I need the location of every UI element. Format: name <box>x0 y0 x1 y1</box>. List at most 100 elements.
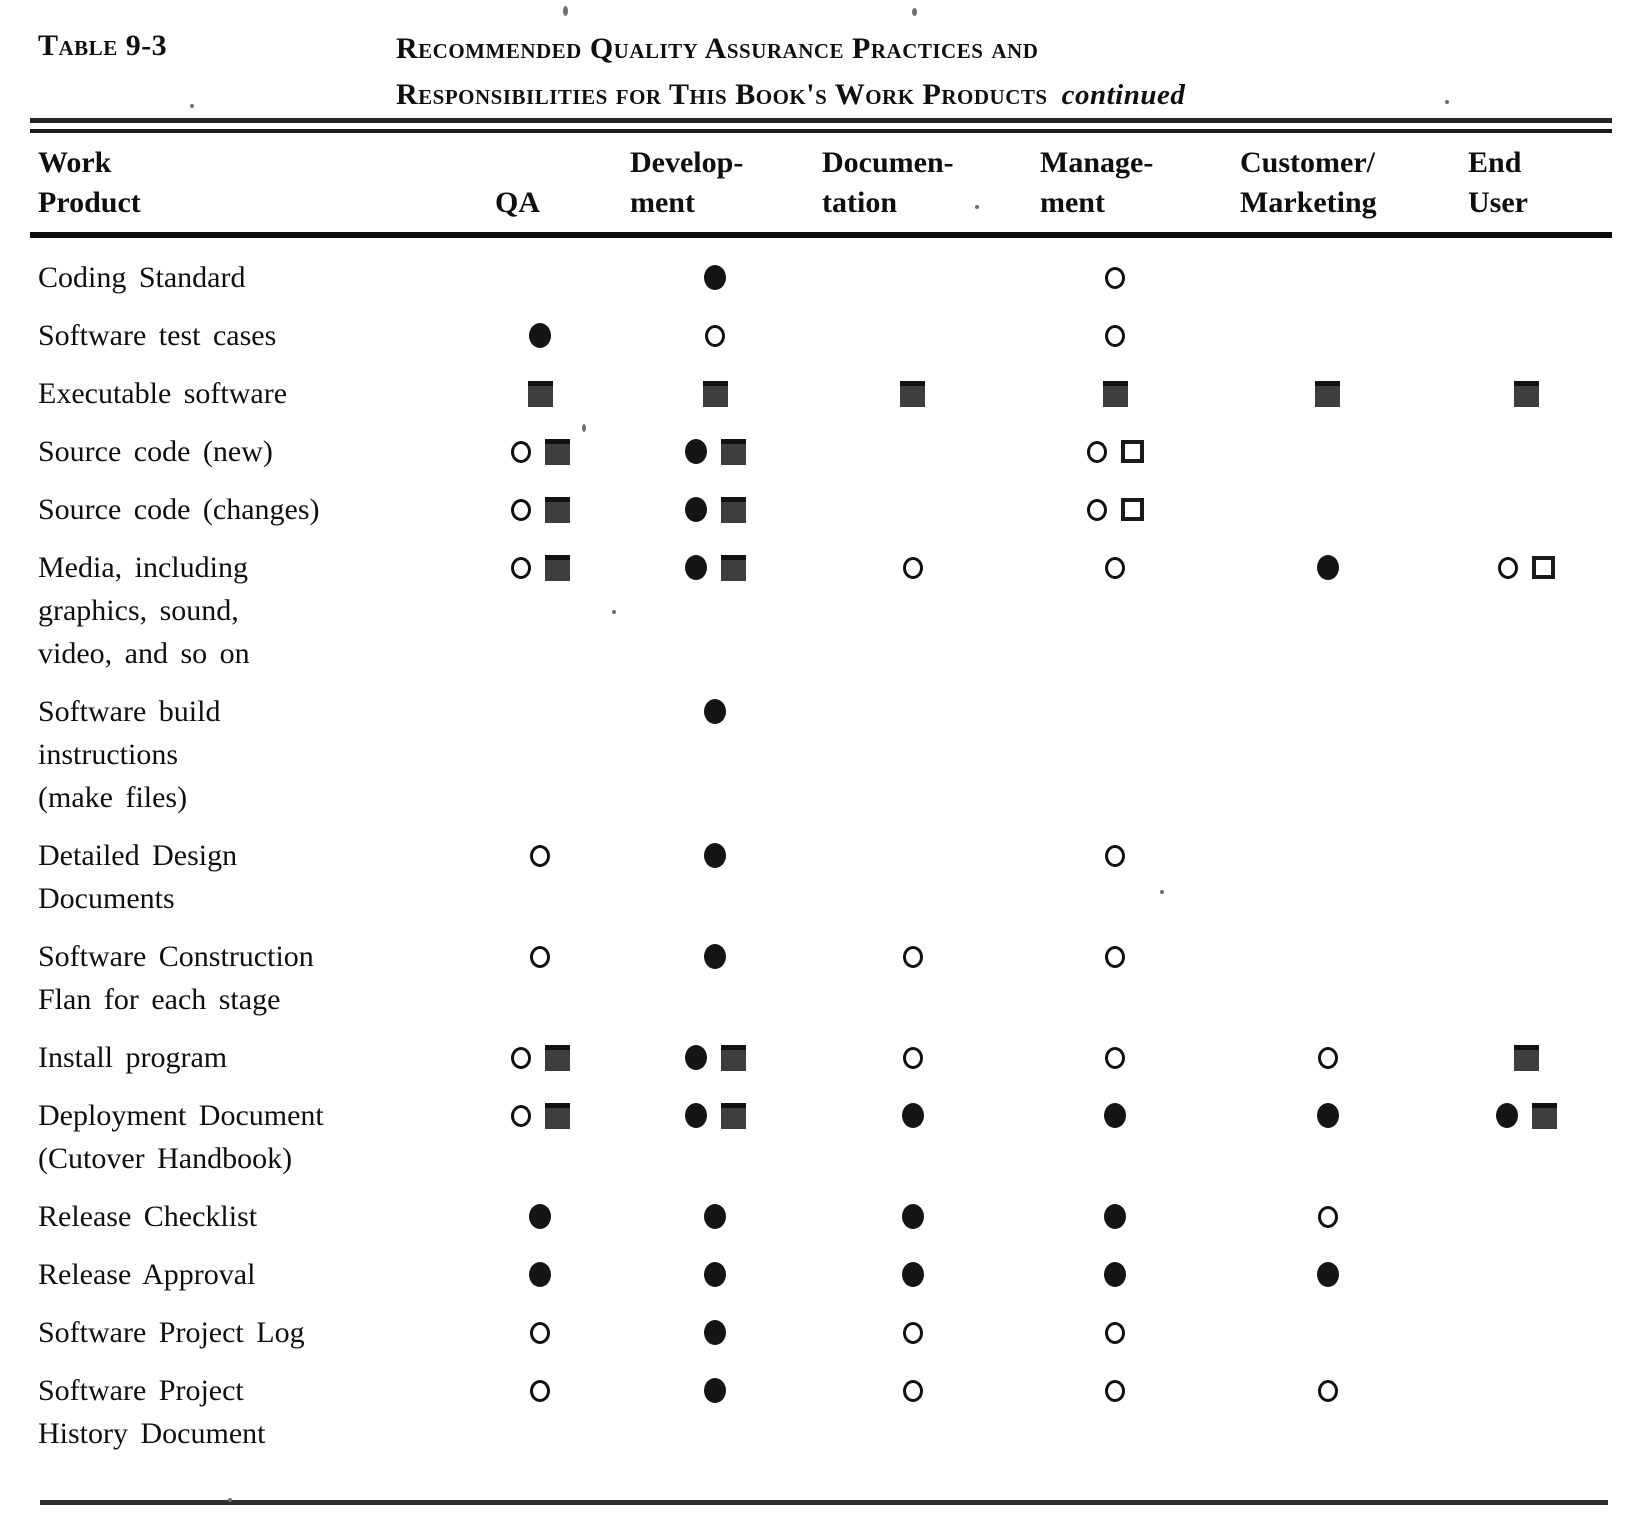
symbol-group <box>621 1311 809 1354</box>
open-circle-symbol <box>1105 266 1125 289</box>
symbol-group <box>1441 1094 1611 1137</box>
open-circle-symbol <box>1317 1205 1338 1228</box>
symbol-group <box>461 488 619 531</box>
filled-square-symbol <box>544 1102 570 1129</box>
symbol-group <box>461 834 619 877</box>
cell-qa <box>460 820 620 921</box>
symbol-group <box>1216 372 1439 415</box>
work-product-label-line: Coding Standard <box>38 261 246 294</box>
table-row: Software build instructions (make files) <box>30 676 1612 820</box>
cell-documentation <box>810 921 1015 1022</box>
continued-marker: continued <box>1061 79 1186 111</box>
cell-documentation <box>810 676 1015 820</box>
cell-qa <box>460 1297 620 1355</box>
work-product-label-line: Detailed Design <box>38 839 238 872</box>
filled-circle-symbol <box>901 1103 924 1128</box>
work-product-label: Install program <box>30 1022 460 1080</box>
symbol-group <box>1441 488 1611 531</box>
cell-qa <box>460 921 620 1022</box>
filled-circle-symbol <box>704 1262 726 1287</box>
symbol-group <box>811 372 1014 415</box>
work-product-label-line: History Document <box>38 1417 266 1450</box>
filled-circle-symbol <box>684 1045 707 1070</box>
column-header-end-user: End User <box>1440 133 1612 238</box>
filled-circle-symbol <box>1316 1262 1339 1287</box>
filled-square-symbol <box>720 496 746 523</box>
filled-square-symbol <box>544 496 570 523</box>
symbol-group <box>1216 1253 1439 1296</box>
cell-management <box>1015 1239 1215 1297</box>
table-title: Recommended Quality Assurance Practices … <box>396 26 1185 118</box>
symbol-group <box>621 546 809 589</box>
symbol-group <box>461 1369 619 1412</box>
table-body: Coding Standard Software test cases Execut… <box>30 235 1612 1456</box>
cell-customer-marketing <box>1215 235 1440 300</box>
column-header-line1: Customer/ <box>1240 146 1375 179</box>
table-row: Release Checklist <box>30 1181 1612 1239</box>
symbol-group <box>621 1195 809 1238</box>
scan-speck <box>1445 100 1449 104</box>
filled-circle-symbol <box>704 944 726 969</box>
symbol-group <box>1016 1036 1214 1079</box>
cell-qa <box>460 1355 620 1456</box>
cell-qa <box>460 532 620 676</box>
cell-customer-marketing <box>1215 1355 1440 1456</box>
symbol-group <box>1216 1094 1439 1137</box>
open-circle-symbol <box>1086 440 1107 463</box>
open-circle-symbol <box>902 945 923 968</box>
symbol-group <box>461 430 619 473</box>
cell-documentation <box>810 1080 1015 1181</box>
work-product-label-line: Media, including <box>38 551 248 584</box>
cell-end-user <box>1440 1355 1612 1456</box>
work-product-label: Software Project Log <box>30 1297 460 1355</box>
symbol-group <box>1441 314 1611 357</box>
cell-development <box>620 1181 810 1239</box>
symbol-group <box>461 372 619 415</box>
cell-development <box>620 1355 810 1456</box>
symbol-group <box>1216 1195 1439 1238</box>
open-circle-symbol <box>902 1321 923 1344</box>
cell-end-user <box>1440 474 1612 532</box>
open-circle-symbol <box>510 498 531 521</box>
cell-management <box>1015 676 1215 820</box>
filled-square-symbol <box>527 380 553 407</box>
symbol-group <box>1016 546 1214 589</box>
cell-documentation <box>810 474 1015 532</box>
column-header-line1: Work <box>38 146 112 179</box>
filled-circle-symbol <box>901 1262 924 1287</box>
column-header-line2: Marketing <box>1240 186 1377 219</box>
symbol-group <box>621 256 809 299</box>
work-product-label: Media, including graphics, sound, video, a… <box>30 532 460 676</box>
table-row: Software Project History Document <box>30 1355 1612 1456</box>
cell-end-user <box>1440 416 1612 474</box>
work-product-label-line: Documents <box>38 882 175 915</box>
cell-end-user <box>1440 235 1612 300</box>
symbol-group <box>461 256 619 299</box>
cell-development <box>620 1239 810 1297</box>
work-product-label-line: Software Project Log <box>38 1316 305 1349</box>
cell-qa <box>460 474 620 532</box>
cell-documentation <box>810 416 1015 474</box>
table-row: Coding Standard <box>30 235 1612 300</box>
symbol-group <box>1441 1311 1611 1354</box>
symbol-group <box>811 690 1014 733</box>
work-product-label-line: Source code (new) <box>38 435 273 468</box>
symbol-group <box>461 1195 619 1238</box>
work-product-label-line: Release Checklist <box>38 1200 258 1233</box>
symbol-group <box>1441 546 1611 589</box>
cell-development <box>620 1022 810 1080</box>
symbol-group <box>1216 834 1439 877</box>
symbol-group <box>1016 256 1214 299</box>
symbol-group <box>811 1253 1014 1296</box>
filled-square-symbol <box>1102 380 1128 407</box>
filled-square-symbol <box>702 380 728 407</box>
cell-customer-marketing <box>1215 1239 1440 1297</box>
symbol-group <box>621 430 809 473</box>
work-product-label-line: Install program <box>38 1041 228 1074</box>
symbol-group <box>1016 834 1214 877</box>
filled-square-symbol <box>544 438 570 465</box>
open-circle-symbol <box>902 1379 923 1402</box>
cell-qa <box>460 1181 620 1239</box>
cell-management <box>1015 300 1215 358</box>
cell-customer-marketing <box>1215 300 1440 358</box>
